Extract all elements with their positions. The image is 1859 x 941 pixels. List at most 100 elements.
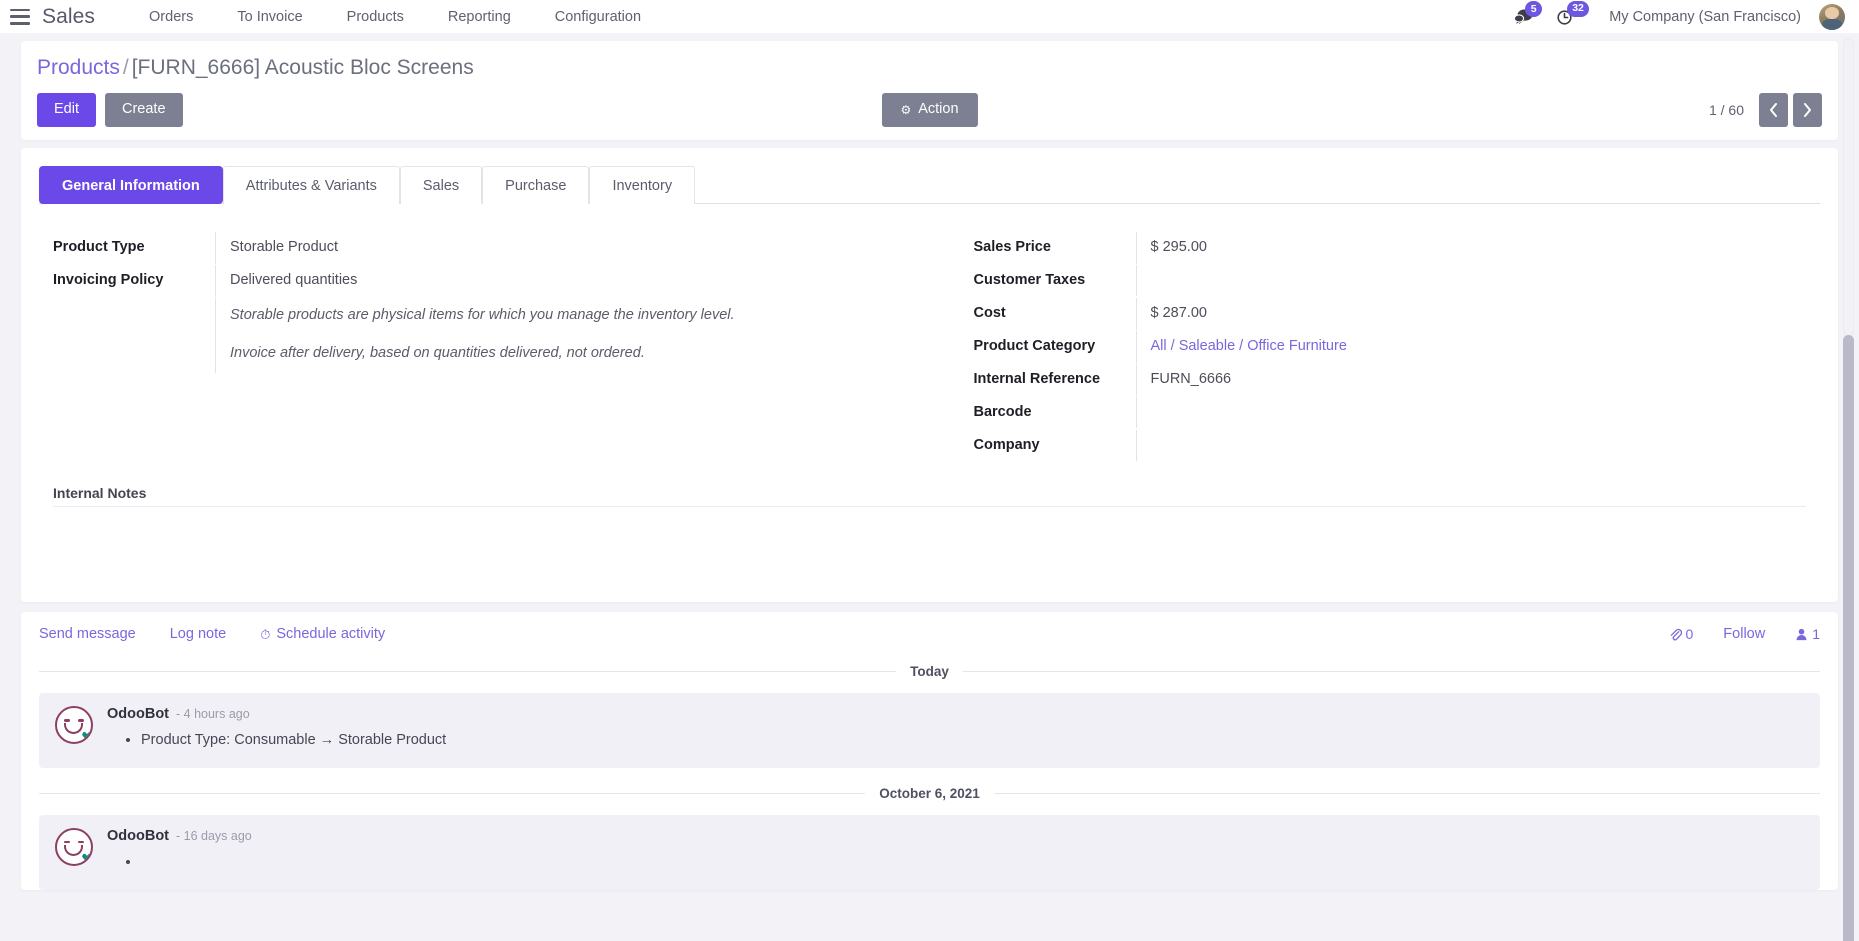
field-value-cost[interactable]: $ 287.00 xyxy=(1135,298,1821,330)
attachments-button[interactable]: 0 xyxy=(1669,626,1693,642)
tab-general-information[interactable]: General Information xyxy=(39,166,223,205)
user-avatar[interactable] xyxy=(1819,3,1845,30)
field-barcode: Barcode xyxy=(960,397,1821,430)
hint-text-invoicing-policy: Invoice after delivery, based on quantit… xyxy=(215,335,900,374)
company-switcher[interactable]: My Company (San Francisco) xyxy=(1609,8,1801,25)
field-value-product-category[interactable]: All / Saleable / Office Furniture xyxy=(1135,331,1821,363)
scrollbar-thumb-top[interactable] xyxy=(1843,38,1854,335)
odoobot-avatar xyxy=(55,706,93,745)
message-author: OdooBot xyxy=(107,827,170,844)
field-label-sales-price: Sales Price xyxy=(973,239,1051,256)
action-button-label: Action xyxy=(918,101,959,118)
chatter-message-body: OdooBot - 16 days ago xyxy=(107,828,1804,874)
tab-inventory[interactable]: Inventory xyxy=(589,166,696,205)
internal-notes-label: Internal Notes xyxy=(53,485,147,502)
date-separator-line-left-2 xyxy=(39,792,866,794)
field-internal-reference: Internal Reference FURN_6666 xyxy=(960,364,1821,397)
field-value-customer-taxes[interactable] xyxy=(1135,265,1821,297)
action-button[interactable]: ⚙ Action xyxy=(881,93,978,127)
field-sales-price: Sales Price $ 295.00 xyxy=(960,232,1821,265)
field-value-internal-reference[interactable]: FURN_6666 xyxy=(1135,364,1821,396)
schedule-activity-label: Schedule activity xyxy=(276,626,386,643)
main-menu: Orders To Invoice Products Reporting Con… xyxy=(127,3,663,31)
message-tracking-list xyxy=(107,852,1804,874)
edit-button[interactable]: Edit xyxy=(37,93,96,127)
log-note-button[interactable]: Log note xyxy=(169,626,227,643)
messages-count-badge: 5 xyxy=(1525,1,1543,17)
field-value-company[interactable] xyxy=(1135,430,1821,462)
breadcrumb: Products / [FURN_6666] Acoustic Bloc Scree… xyxy=(37,55,1822,80)
followers-button[interactable]: 1 xyxy=(1795,626,1820,642)
field-label-company: Company xyxy=(973,437,1040,454)
menu-item-configuration[interactable]: Configuration xyxy=(554,8,642,25)
chevron-right-icon xyxy=(1804,103,1811,118)
field-company: Company xyxy=(960,430,1821,463)
form-column-right: Sales Price $ 295.00 Customer Taxes Cost… xyxy=(930,232,1821,463)
breadcrumb-separator: / xyxy=(122,56,129,79)
chatter-message: OdooBot - 4 hours ago Product Type: Cons… xyxy=(39,693,1820,768)
internal-notes-input[interactable] xyxy=(53,506,1806,586)
activity-clock-icon[interactable]: 32 xyxy=(1556,0,1589,26)
field-customer-taxes: Customer Taxes xyxy=(960,265,1821,298)
pager-previous-button[interactable] xyxy=(1759,93,1788,128)
action-menu-wrapper: ⚙ Action xyxy=(881,93,978,127)
chatter-stats: 0 Follow 1 xyxy=(1669,626,1820,643)
field-value-invoicing-policy[interactable]: Delivered quantities xyxy=(215,265,900,297)
message-tracking-item xyxy=(141,852,1804,874)
hint-invoicing-policy: Invoice after delivery, based on quantit… xyxy=(39,335,900,374)
menu-item-reporting[interactable]: Reporting xyxy=(447,8,511,25)
breadcrumb-link-products[interactable]: Products xyxy=(37,56,120,79)
tab-sales[interactable]: Sales xyxy=(399,166,483,205)
date-separator-line-right-2 xyxy=(993,792,1820,794)
chatter-message-body: OdooBot - 4 hours ago Product Type: Cons… xyxy=(107,706,1804,752)
date-separator-line-left xyxy=(39,671,897,673)
message-timestamp: - 16 days ago xyxy=(176,828,252,843)
gear-icon: ⚙ xyxy=(900,103,912,118)
date-separator-label: Today xyxy=(910,664,949,680)
field-label-product-category: Product Category xyxy=(973,338,1096,355)
message-tracking-list: Product Type: Consumable → Storable Prod… xyxy=(107,730,1804,752)
follow-button[interactable]: Follow xyxy=(1723,626,1766,643)
pager: 1 / 60 xyxy=(1708,93,1822,128)
pager-count: 1 / 60 xyxy=(1708,102,1744,119)
hint-storable-products: Storable products are physical items for… xyxy=(39,298,900,336)
chevron-left-icon xyxy=(1770,103,1777,118)
menu-item-orders[interactable]: Orders xyxy=(149,8,194,25)
app-brand-sales[interactable]: Sales xyxy=(42,4,96,28)
field-label-product-type: Product Type xyxy=(53,239,145,256)
field-cost: Cost $ 287.00 xyxy=(960,298,1821,331)
chatter-message-header: OdooBot - 16 days ago xyxy=(107,828,1804,844)
tab-purchase[interactable]: Purchase xyxy=(482,166,590,205)
chatter-message: OdooBot - 16 days ago xyxy=(39,814,1820,890)
field-value-barcode[interactable] xyxy=(1135,397,1821,429)
page-container: Products / [FURN_6666] Acoustic Bloc Scree… xyxy=(0,33,1859,941)
menu-item-products[interactable]: Products xyxy=(346,8,404,25)
field-label-internal-reference: Internal Reference xyxy=(973,371,1101,388)
top-navbar: Sales Orders To Invoice Products Reporti… xyxy=(0,0,1859,33)
field-value-product-type[interactable]: Storable Product xyxy=(215,232,900,264)
hamburger-icon[interactable] xyxy=(10,8,30,25)
clock-icon: ⏱ xyxy=(260,626,271,642)
field-label-cost: Cost xyxy=(973,305,1006,322)
pager-next-button[interactable] xyxy=(1793,93,1822,128)
form-body: Product Type Storable Product Invoicing … xyxy=(39,204,1820,463)
field-label-customer-taxes: Customer Taxes xyxy=(973,272,1086,289)
menu-item-to-invoice[interactable]: To Invoice xyxy=(237,8,303,25)
breadcrumb-current-record: [FURN_6666] Acoustic Bloc Screens xyxy=(131,56,474,79)
tab-attributes-variants[interactable]: Attributes & Variants xyxy=(222,166,400,205)
messages-icon[interactable]: 5 xyxy=(1514,1,1543,25)
internal-notes-section: Internal Notes xyxy=(39,485,1820,586)
date-separator-label-2: October 6, 2021 xyxy=(879,785,980,801)
chatter-thread: Today OdooBot - 4 hours ago Product Type… xyxy=(39,664,1821,890)
message-tracking-item: Product Type: Consumable → Storable Prod… xyxy=(141,730,1804,752)
scrollbar-thumb[interactable] xyxy=(1843,335,1854,941)
field-label-invoicing-policy: Invoicing Policy xyxy=(53,272,164,289)
message-author: OdooBot xyxy=(107,706,170,723)
send-message-button[interactable]: Send message xyxy=(39,626,136,643)
chatter-message-header: OdooBot - 4 hours ago xyxy=(107,706,1804,722)
vertical-scrollbar[interactable] xyxy=(1843,33,1854,941)
create-button[interactable]: Create xyxy=(105,93,183,127)
schedule-activity-button[interactable]: ⏱ Schedule activity xyxy=(260,626,385,642)
date-separator-today: Today xyxy=(39,664,1821,680)
field-value-sales-price[interactable]: $ 295.00 xyxy=(1135,232,1821,264)
